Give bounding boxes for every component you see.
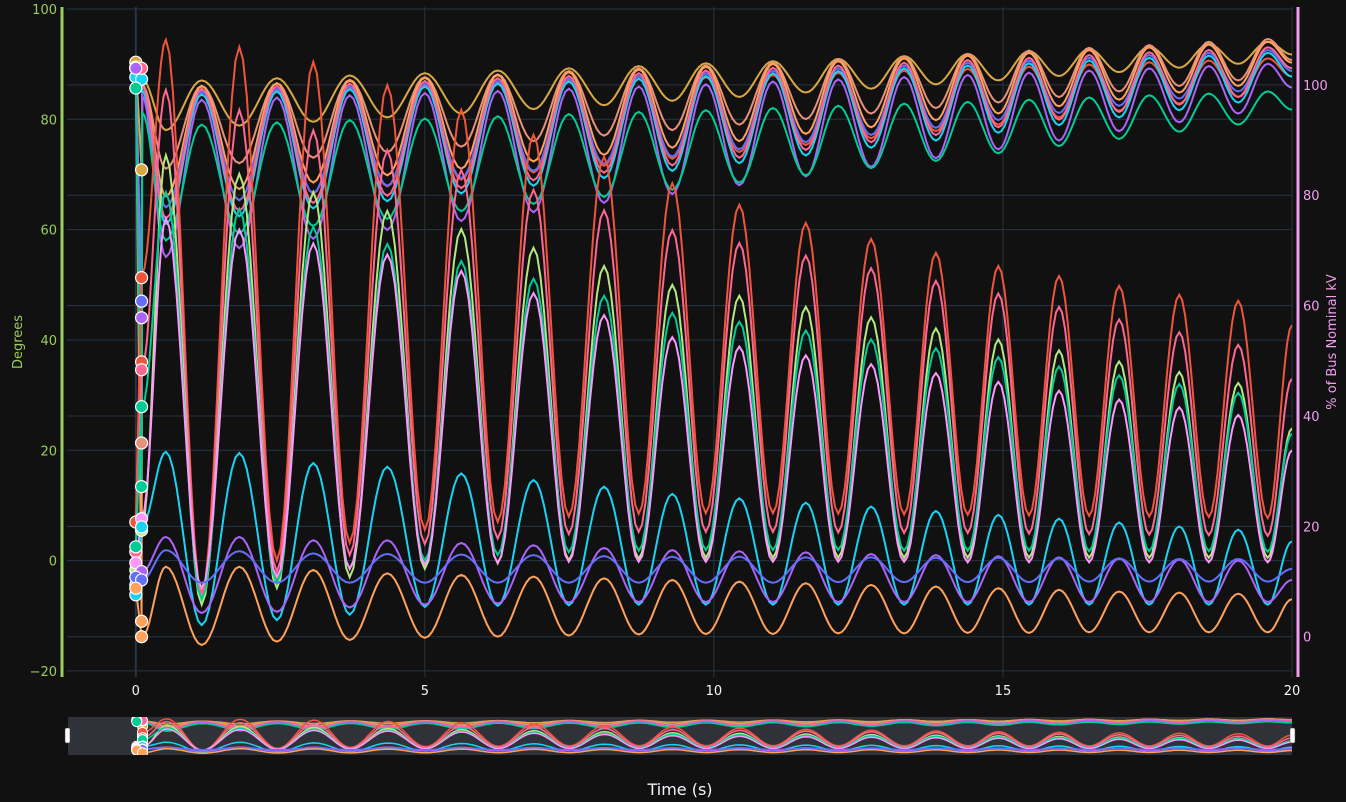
series-line-9[interactable] [134,36,1292,598]
series-marker-0[interactable] [134,163,149,177]
series-marker-10[interactable] [134,363,149,377]
y-tick-label: 100 [32,3,57,18]
series-line-16[interactable] [135,549,1292,584]
series-line-17[interactable] [134,565,1292,647]
x-tick-label: 5 [421,684,429,699]
x-tick-label: 20 [1284,684,1301,699]
range-slider-left-handle[interactable] [64,727,71,744]
y2-tick-label: 0 [1303,631,1311,646]
series-line-0[interactable] [134,40,1292,170]
y-tick-label: 40 [40,334,57,349]
series-marker-14[interactable] [134,520,149,534]
y-tick-label: −20 [30,665,57,680]
slider-series-line-6 [136,718,1292,730]
y2-tick-label: 100 [1303,79,1328,94]
slider-series-line-8 [135,721,1292,745]
series-marker-2[interactable] [134,614,149,628]
series-marker-7[interactable] [129,61,143,75]
x-tick-label: 15 [995,684,1012,699]
y2-tick-label: 80 [1303,189,1320,204]
plot-area[interactable] [134,36,1292,647]
series-marker-8[interactable] [134,479,149,494]
y-tick-label: 20 [40,444,57,459]
slider-series-line-17 [136,747,1292,754]
slider-series-line-10 [136,720,1292,752]
series-marker-7[interactable] [134,311,149,325]
slider-series-line-13 [136,728,1292,751]
series-marker-12[interactable] [134,400,149,414]
initial-markers [129,55,149,644]
series-line-5[interactable] [135,51,1292,226]
range-slider-traces [131,717,1292,755]
series-line-6[interactable] [135,46,1292,220]
range-slider-right-handle[interactable] [1289,727,1296,744]
series-marker-12[interactable] [129,540,143,554]
series-line-10[interactable] [134,86,1292,600]
x-axis-title: Time (s) [646,780,712,799]
x-tick-label: 10 [706,684,723,699]
y2-tick-label: 40 [1303,410,1320,425]
y2-tick-label: 20 [1303,520,1320,535]
series-marker-9[interactable] [134,271,149,285]
range-slider[interactable] [64,715,1296,758]
y2-axis-title: % of Bus Nominal kV [1325,274,1340,410]
series-line-7[interactable] [134,62,1292,318]
series-marker-8[interactable] [129,81,143,95]
series-marker-1[interactable] [134,436,149,450]
slider-series-line-16 [136,747,1292,751]
y2-tick-label: 60 [1303,300,1320,315]
slider-series-marker-17 [137,747,149,755]
series-line-1[interactable] [134,37,1292,444]
series-marker-4[interactable] [134,294,149,308]
slider-series-marker-8 [131,717,143,728]
series-line-8[interactable] [134,88,1292,487]
y-axis-title: Degrees [11,315,26,369]
slider-series-line-9 [136,718,1292,752]
tick-labels: 0 5 10 15 20 100 80 60 40 20 0 −20 100 80 60 40 20 0 [30,3,1328,699]
y-tick-label: 0 [49,555,57,570]
y-tick-label: 80 [40,113,57,128]
series-marker-17[interactable] [134,630,149,644]
y-tick-label: 60 [40,224,57,239]
series-marker-17[interactable] [129,581,143,595]
x-tick-label: 0 [132,684,140,699]
series-line-13[interactable] [134,215,1292,591]
series-line-2[interactable] [134,40,1292,622]
